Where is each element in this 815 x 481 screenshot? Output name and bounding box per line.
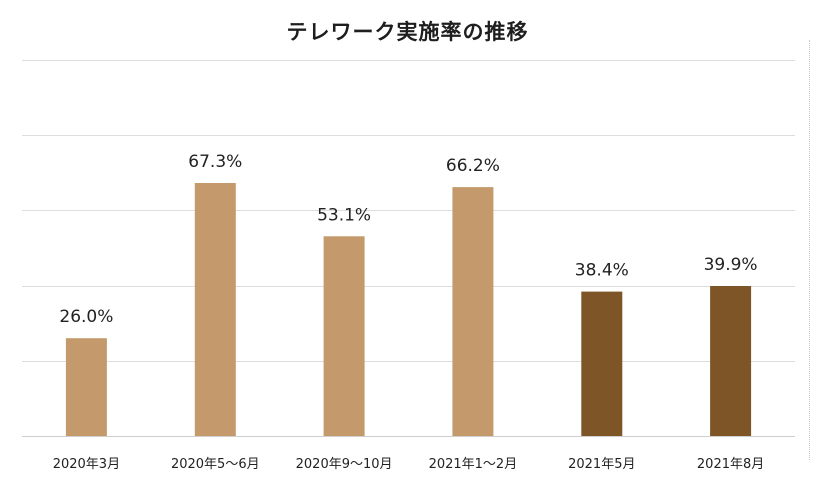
x-tick-label: 2020年9～10月 <box>296 457 393 472</box>
bar <box>581 291 623 436</box>
data-label: 38.4% <box>575 261 629 281</box>
bar <box>65 338 107 436</box>
data-label: 66.2% <box>446 156 500 176</box>
bar <box>710 286 752 436</box>
data-label: 53.1% <box>317 205 371 225</box>
chart-title: テレワーク実施率の推移 <box>286 20 529 44</box>
bar <box>323 236 365 436</box>
border-dots <box>806 40 810 460</box>
bar <box>452 187 494 436</box>
data-label: 67.3% <box>188 152 242 172</box>
x-tick-label: 2020年3月 <box>53 457 120 472</box>
data-label: 26.0% <box>59 307 113 327</box>
x-tick-label: 2021年1～2月 <box>429 457 518 472</box>
x-tick-label: 2021年5月 <box>568 457 635 472</box>
data-label: 39.9% <box>704 255 758 275</box>
bar <box>194 183 236 436</box>
x-tick-label: 2021年8月 <box>697 457 764 472</box>
x-tick-label: 2020年5～6月 <box>171 457 260 472</box>
